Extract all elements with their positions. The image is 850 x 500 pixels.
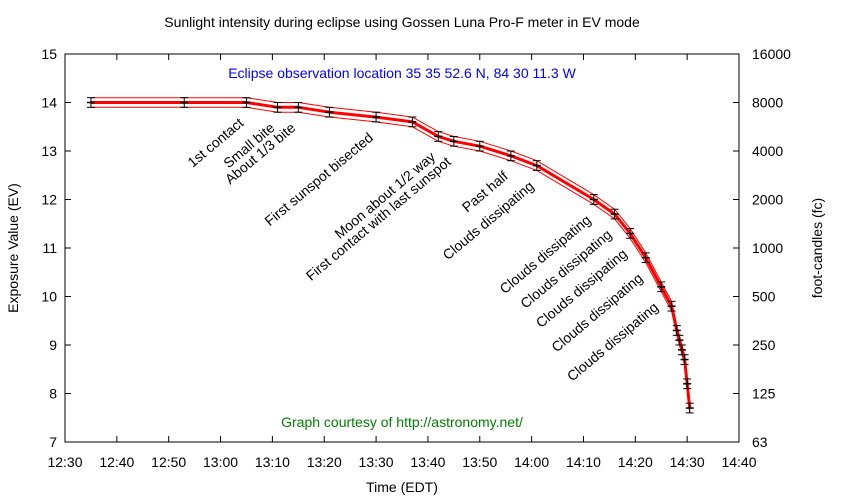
x-axis-label: Time (EDT) <box>366 479 438 495</box>
y-tick-label: 8 <box>49 386 57 402</box>
y2-axis-label: foot-candles (fc) <box>809 198 825 298</box>
y-tick-label: 14 <box>41 95 57 111</box>
x-tick-label: 14:40 <box>721 454 756 470</box>
x-tick-label: 14:00 <box>514 454 549 470</box>
y-tick-label: 13 <box>41 143 57 159</box>
chart-title: Sunlight intensity during eclipse using … <box>164 14 640 30</box>
y2-tick-label: 4000 <box>752 143 783 159</box>
x-tick-label: 13:00 <box>203 454 238 470</box>
x-tick-label: 14:30 <box>670 454 705 470</box>
y-tick-label: 9 <box>49 337 57 353</box>
x-tick-label: 12:50 <box>151 454 186 470</box>
annotation-label: Clouds dissipating <box>564 299 661 384</box>
y-tick-label: 7 <box>49 434 57 450</box>
data-series <box>86 97 694 414</box>
x-tick-label: 13:40 <box>410 454 445 470</box>
x-tick-label: 12:30 <box>47 454 82 470</box>
y2-tick-label: 1000 <box>752 240 783 256</box>
y-tick-label: 11 <box>42 240 57 256</box>
bottom-axis: 12:30 12:40 12:50 13:00 13:10 13:20 13:30 13:40… <box>47 54 757 470</box>
y-axis-label: Exposure Value (EV) <box>5 183 21 313</box>
y-tick-label: 10 <box>41 289 57 305</box>
y-tick-label: 12 <box>41 192 57 208</box>
x-tick-label: 12:40 <box>99 454 134 470</box>
lower-error-line <box>90 106 691 413</box>
left-axis: 7 8 9 10 11 12 13 14 15 <box>41 46 71 450</box>
x-tick-label: 13:20 <box>307 454 342 470</box>
location-subtitle: Eclipse observation location 35 35 52.6 … <box>228 65 576 81</box>
x-tick-label: 13:30 <box>359 454 394 470</box>
x-tick-label: 14:10 <box>566 454 601 470</box>
x-tick-label: 14:20 <box>618 454 653 470</box>
y2-tick-label: 125 <box>752 386 776 402</box>
x-tick-label: 13:10 <box>255 454 290 470</box>
y-tick-label: 15 <box>41 46 57 62</box>
y2-tick-label: 63 <box>752 434 768 450</box>
y2-tick-label: 8000 <box>752 95 783 111</box>
right-axis: 63 125 250 500 1000 2000 4000 8000 16000 <box>733 46 791 450</box>
x-tick-label: 13:50 <box>462 454 497 470</box>
y2-tick-label: 2000 <box>752 192 783 208</box>
y2-tick-label: 500 <box>752 289 776 305</box>
y2-tick-label: 16000 <box>752 46 791 62</box>
y2-tick-label: 250 <box>752 337 776 353</box>
credit-text: Graph courtesy of http://astronomy.net/ <box>281 414 523 430</box>
